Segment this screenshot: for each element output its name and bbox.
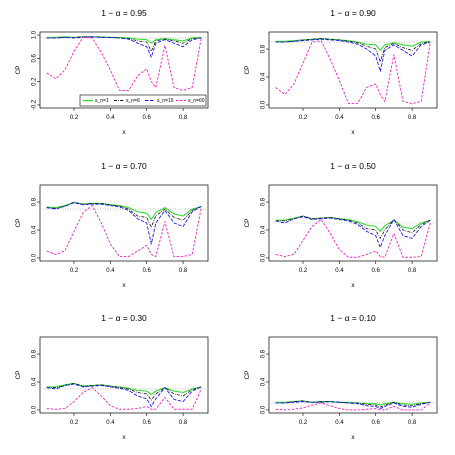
legend-label: s_n=1: [95, 98, 109, 104]
y-tick-label: 0.8: [32, 349, 38, 358]
y-axis-label: CP: [15, 65, 22, 74]
series-line-sn-15: [275, 216, 431, 248]
legend-label: s_n=6: [126, 98, 140, 104]
x-tick-label: 0.4: [106, 115, 115, 121]
x-axis-label: x: [351, 129, 355, 136]
y-tick-label: 0.8: [261, 197, 267, 206]
panel-1: 1 − α = 0.95 0.2 0.4 0.6 0.8 -0.2 0.2 0.6 1.0 x CP…: [15, 8, 209, 136]
x-tick-label: 0.4: [335, 268, 344, 274]
y-axis-label: CP: [244, 218, 251, 227]
series-line-sn-6: [46, 36, 202, 52]
y-tick-label: 0.0: [261, 100, 267, 109]
x-tick-label: 0.8: [179, 268, 188, 274]
y-tick-label: -0.2: [32, 99, 38, 110]
y-axis-label: CP: [15, 370, 22, 379]
panel-title: 1 − α = 0.30: [101, 313, 147, 323]
y-axis-label: CP: [244, 370, 251, 379]
y-tick-label: 0.0: [261, 253, 267, 262]
y-tick-label: 0.0: [32, 405, 38, 414]
y-tick-label: 1.0: [32, 30, 38, 39]
series-line-sn-15: [275, 38, 431, 72]
x-tick-label: 0.2: [70, 420, 79, 426]
x-axis-label: x: [351, 434, 355, 441]
y-tick-label: 0.4: [32, 377, 38, 386]
y-tick-label: 0.6: [32, 54, 38, 63]
series-line-sn-6: [46, 201, 202, 228]
x-axis-label: x: [122, 282, 126, 289]
y-tick-label: 0.4: [261, 72, 267, 81]
x-tick-label: 0.6: [372, 420, 381, 426]
x-tick-label: 0.6: [143, 115, 152, 121]
x-tick-label: 0.4: [106, 420, 115, 426]
plot-frame: [268, 31, 438, 109]
x-tick-label: 0.2: [299, 268, 308, 274]
panel-6: 1 − α = 0.10 0.2 0.4 0.6 0.8 0.0 0.4 0.8 x CP: [244, 313, 438, 441]
panel-5: 1 − α = 0.30 0.2 0.4 0.6 0.8 0.0 0.4 0.8 x CP: [15, 313, 209, 441]
panel-title: 1 − α = 0.50: [330, 161, 376, 171]
x-tick-label: 0.2: [299, 115, 308, 121]
series-line-sn-60: [46, 205, 202, 258]
series-line-sn-60: [46, 36, 202, 91]
legend: s_n=1 s_n=6 s_n=15 s_n=60: [79, 94, 207, 107]
series-line-sn-6: [275, 38, 431, 63]
legend-box: [79, 94, 207, 107]
legend-label: s_n=15: [157, 98, 174, 104]
x-tick-label: 0.2: [70, 268, 79, 274]
x-tick-label: 0.8: [408, 268, 417, 274]
series-line-sn-15: [275, 401, 431, 410]
x-tick-label: 0.8: [179, 420, 188, 426]
x-tick-label: 0.6: [372, 268, 381, 274]
plot-frame: [39, 336, 209, 414]
series-line-sn-15: [46, 202, 202, 245]
x-tick-label: 0.8: [179, 115, 188, 121]
x-tick-label: 0.2: [299, 420, 308, 426]
plot-frame: [268, 336, 438, 414]
y-tick-label: 0.4: [261, 225, 267, 234]
x-tick-label: 0.6: [372, 115, 381, 121]
x-tick-label: 0.4: [335, 420, 344, 426]
x-axis-label: x: [122, 434, 126, 441]
x-axis-label: x: [351, 282, 355, 289]
panel-title: 1 − α = 0.10: [330, 313, 376, 323]
panel-4: 1 − α = 0.50 0.2 0.4 0.6 0.8 0.0 0.4 0.8 x CP: [244, 161, 438, 289]
series-line-sn-15: [46, 383, 202, 407]
x-axis-label: x: [122, 129, 126, 136]
panel-3: 1 − α = 0.70 0.2 0.4 0.6 0.8 0.0 0.4 0.8 x CP: [15, 161, 209, 289]
y-tick-label: 0.0: [32, 253, 38, 262]
y-axis-label: CP: [15, 218, 22, 227]
panel-title: 1 − α = 0.70: [101, 161, 147, 171]
series-line-sn-60: [275, 219, 431, 258]
panel-title: 1 − α = 0.95: [101, 8, 147, 18]
y-tick-label: 0.8: [261, 44, 267, 53]
x-tick-label: 0.4: [106, 268, 115, 274]
series-line-sn-6: [46, 382, 202, 401]
y-tick-label: 0.8: [261, 349, 267, 358]
plot-frame: [39, 184, 209, 262]
legend-label: s_n=60: [188, 98, 205, 104]
x-tick-label: 0.4: [335, 115, 344, 121]
y-tick-label: 0.4: [261, 377, 267, 386]
y-tick-label: 0.0: [261, 405, 267, 414]
panel-title: 1 − α = 0.90: [330, 8, 376, 18]
x-tick-label: 0.8: [408, 420, 417, 426]
series-line-sn-15: [46, 36, 202, 58]
x-tick-label: 0.6: [143, 420, 152, 426]
y-tick-label: 0.8: [32, 197, 38, 206]
y-tick-label: 0.2: [32, 77, 38, 86]
series-line-sn-6: [275, 215, 431, 239]
x-tick-label: 0.8: [408, 115, 417, 121]
series-line-sn-1: [275, 215, 431, 232]
x-tick-label: 0.2: [70, 115, 79, 121]
series-line-sn-60: [275, 40, 431, 105]
series-line-sn-1: [46, 202, 202, 221]
plot-frame: [39, 31, 209, 109]
y-axis-label: CP: [244, 65, 251, 74]
series-line-sn-60: [46, 387, 202, 410]
panel-2: 1 − α = 0.90 0.2 0.4 0.6 0.8 0.0 0.4 0.8 x CP: [244, 8, 438, 136]
series-line-sn-6: [275, 400, 431, 408]
x-tick-label: 0.6: [143, 268, 152, 274]
y-tick-label: 0.4: [32, 225, 38, 234]
